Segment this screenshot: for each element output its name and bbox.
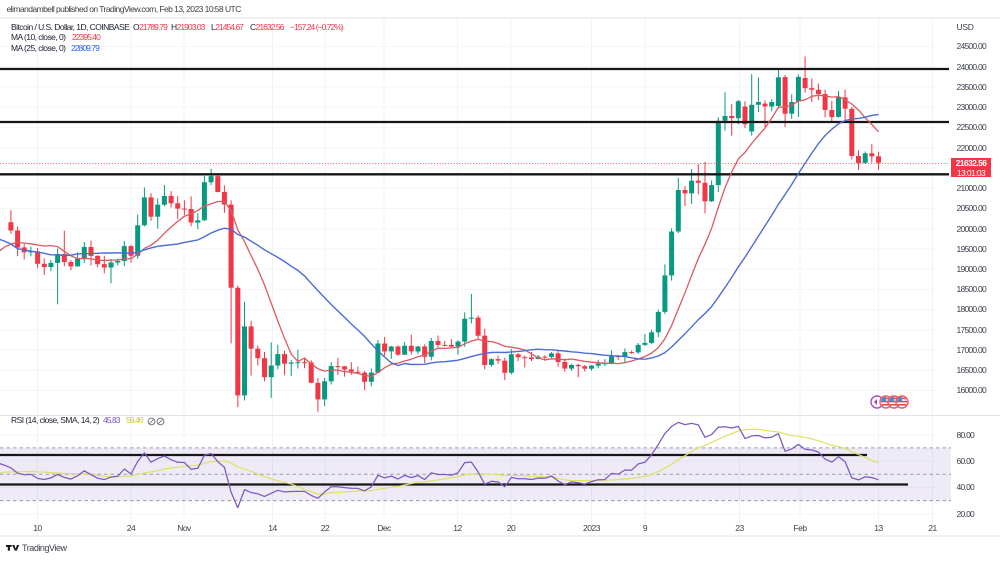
svg-text:TradingView: TradingView <box>22 543 68 553</box>
